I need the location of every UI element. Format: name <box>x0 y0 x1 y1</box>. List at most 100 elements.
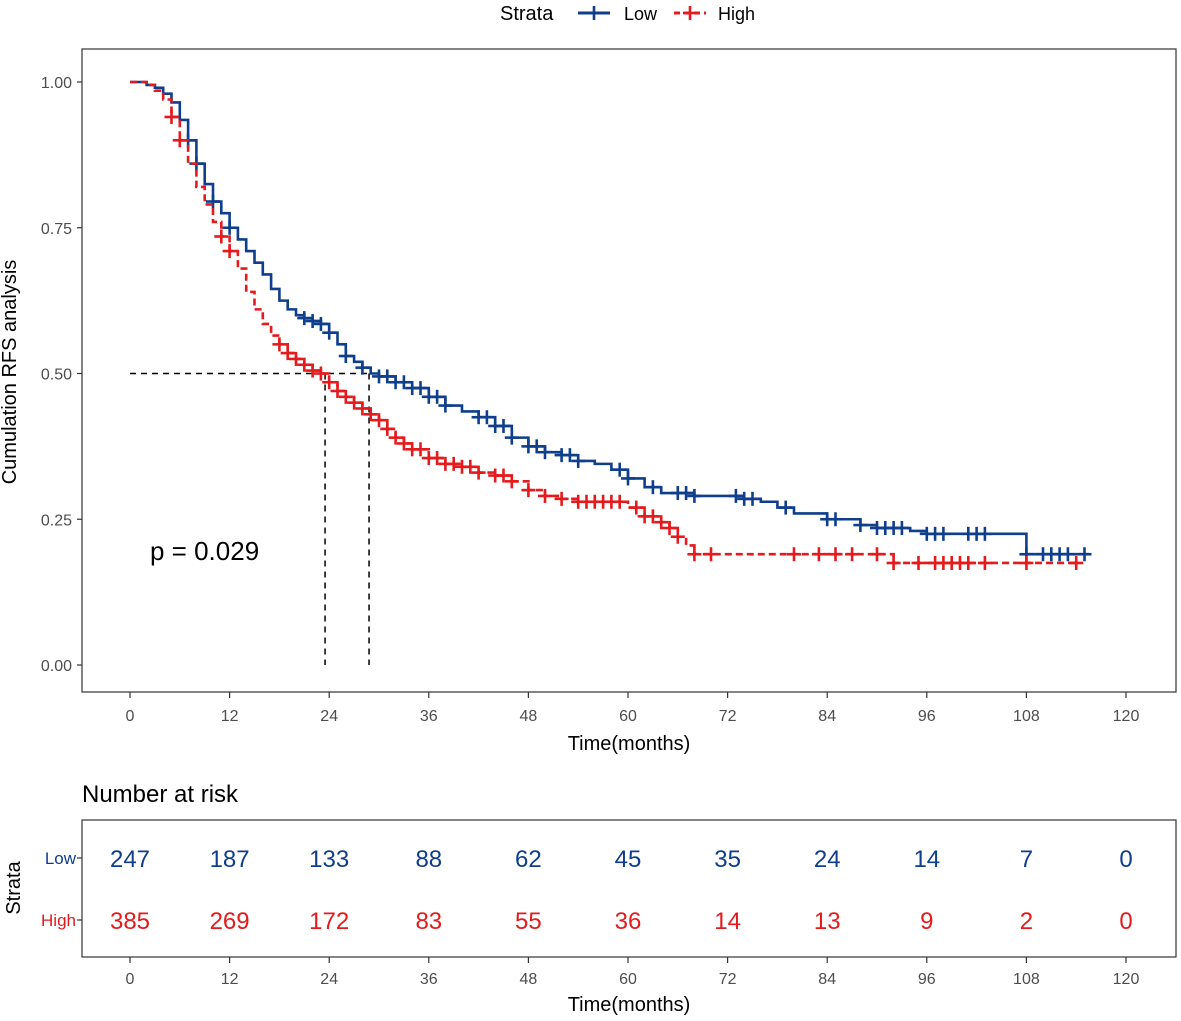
censor-mark-high <box>911 555 926 570</box>
risk-value-low: 62 <box>515 846 542 873</box>
censor-mark-low <box>338 349 353 364</box>
risk-value-high: 13 <box>814 908 841 935</box>
risk-value-high: 83 <box>415 908 442 935</box>
risk-value-low: 133 <box>309 846 349 873</box>
y-tick-label: 0.75 <box>41 221 72 238</box>
censor-mark-low <box>206 194 220 209</box>
survival-curves <box>130 80 1092 570</box>
censor-mark-low <box>894 520 909 535</box>
p-value-annotation: p = 0.029 <box>150 536 259 566</box>
risk-x-tick-label: 108 <box>1013 971 1040 988</box>
risk-value-high: 36 <box>615 908 642 935</box>
x-tick-label: 84 <box>818 708 836 725</box>
risk-value-high: 385 <box>110 908 150 935</box>
censor-mark-high <box>272 337 287 352</box>
censor-mark-high <box>1069 555 1084 570</box>
censor-mark-high <box>886 555 901 570</box>
censor-mark-high <box>521 483 536 498</box>
legend-high-label: High <box>718 4 755 24</box>
censor-mark-low <box>479 410 494 425</box>
censor-mark-high <box>870 547 884 562</box>
censor-mark-high <box>413 442 428 457</box>
risk-x-tick-label: 60 <box>619 971 637 988</box>
risk-value-high: 9 <box>920 908 933 935</box>
censor-mark-high <box>305 363 320 378</box>
x-tick-label: 48 <box>520 708 538 725</box>
risk-value-low: 0 <box>1119 846 1132 873</box>
censor-mark-high <box>845 547 860 562</box>
censor-mark-high <box>471 465 486 480</box>
risk-x-tick-label: 96 <box>918 971 936 988</box>
censor-mark-high <box>214 229 229 244</box>
y-tick-label: 0.25 <box>41 512 72 529</box>
risk-table-border <box>81 819 1177 958</box>
legend-low-label: Low <box>624 4 658 24</box>
censor-mark-high <box>670 529 685 544</box>
censor-mark-low <box>728 488 743 503</box>
censor-mark-low <box>562 448 577 463</box>
censor-mark-low <box>745 491 760 506</box>
censor-mark-high <box>811 547 826 562</box>
x-tick-label: 120 <box>1113 708 1140 725</box>
legend: Strata Low High <box>500 3 755 25</box>
risk-value-low: 187 <box>210 846 250 873</box>
censor-mark-high <box>961 555 976 570</box>
censor-mark-high <box>629 500 644 515</box>
censor-mark-low <box>355 360 370 375</box>
x-axis: 0 12 24 36 48 60 72 84 96 108 120 <box>126 692 1140 725</box>
censor-mark-high <box>289 351 303 366</box>
censor-mark-low <box>612 462 627 477</box>
risk-x-tick-label: 84 <box>818 971 836 988</box>
x-tick-label: 72 <box>719 708 737 725</box>
legend-high-cross <box>683 6 697 20</box>
censor-mark-high <box>355 401 370 416</box>
y-axis: 0.00 0.25 0.50 0.75 1.00 <box>41 75 82 675</box>
censor-mark-high <box>222 244 237 259</box>
censor-mark-low <box>529 439 544 454</box>
censor-mark-high <box>828 547 843 562</box>
risk-value-low: 7 <box>1020 846 1033 873</box>
censor-mark-low <box>687 488 702 503</box>
censor-mark-low <box>496 418 511 433</box>
censor-mark-low <box>828 512 843 527</box>
censor-mark-low <box>977 526 992 541</box>
risk-value-high: 2 <box>1020 908 1033 935</box>
y-axis-label: Cumulation RFS analysis <box>0 260 21 485</box>
censor-mark-low <box>222 220 237 235</box>
censor-mark-high <box>297 357 312 372</box>
risk-value-high: 172 <box>309 908 349 935</box>
censor-mark-high <box>554 491 569 506</box>
risk-value-high: 269 <box>210 908 250 935</box>
censor-mark-low <box>504 430 519 445</box>
censor-mark-low <box>853 518 868 533</box>
risk-x-tick-label: 24 <box>320 971 338 988</box>
censor-mark-high <box>504 474 519 489</box>
censor-mark-high <box>330 383 345 398</box>
x-tick-label: 60 <box>619 708 637 725</box>
risk-x-tick-label: 72 <box>719 971 737 988</box>
censor-mark-low <box>396 375 411 390</box>
risk-x-tick-label: 48 <box>520 971 538 988</box>
risk-x-tick-label: 120 <box>1113 971 1140 988</box>
risk-value-low: 14 <box>913 846 940 873</box>
risk-value-high: 55 <box>515 908 542 935</box>
censor-mark-high <box>164 109 179 124</box>
censor-mark-high <box>338 389 353 404</box>
censor-mark-low <box>1077 547 1092 562</box>
risk-value-low: 88 <box>415 846 442 873</box>
risk-table-x-label: Time(months) <box>568 994 691 1016</box>
censor-mark-low <box>645 480 660 495</box>
x-tick-label: 24 <box>320 708 338 725</box>
censor-mark-low <box>571 453 586 468</box>
censor-mark-high <box>538 488 552 503</box>
censor-mark-high <box>430 451 445 466</box>
x-axis-label: Time(months) <box>568 733 691 755</box>
risk-x-tick-label: 12 <box>221 971 239 988</box>
censor-mark-high <box>787 547 801 562</box>
censor-mark-high <box>396 436 411 451</box>
censor-mark-high <box>463 459 478 474</box>
censor-mark-high <box>496 468 511 483</box>
x-tick-label: 108 <box>1013 708 1040 725</box>
risk-row-label-high: High <box>41 911 76 930</box>
censor-mark-high <box>446 456 461 471</box>
